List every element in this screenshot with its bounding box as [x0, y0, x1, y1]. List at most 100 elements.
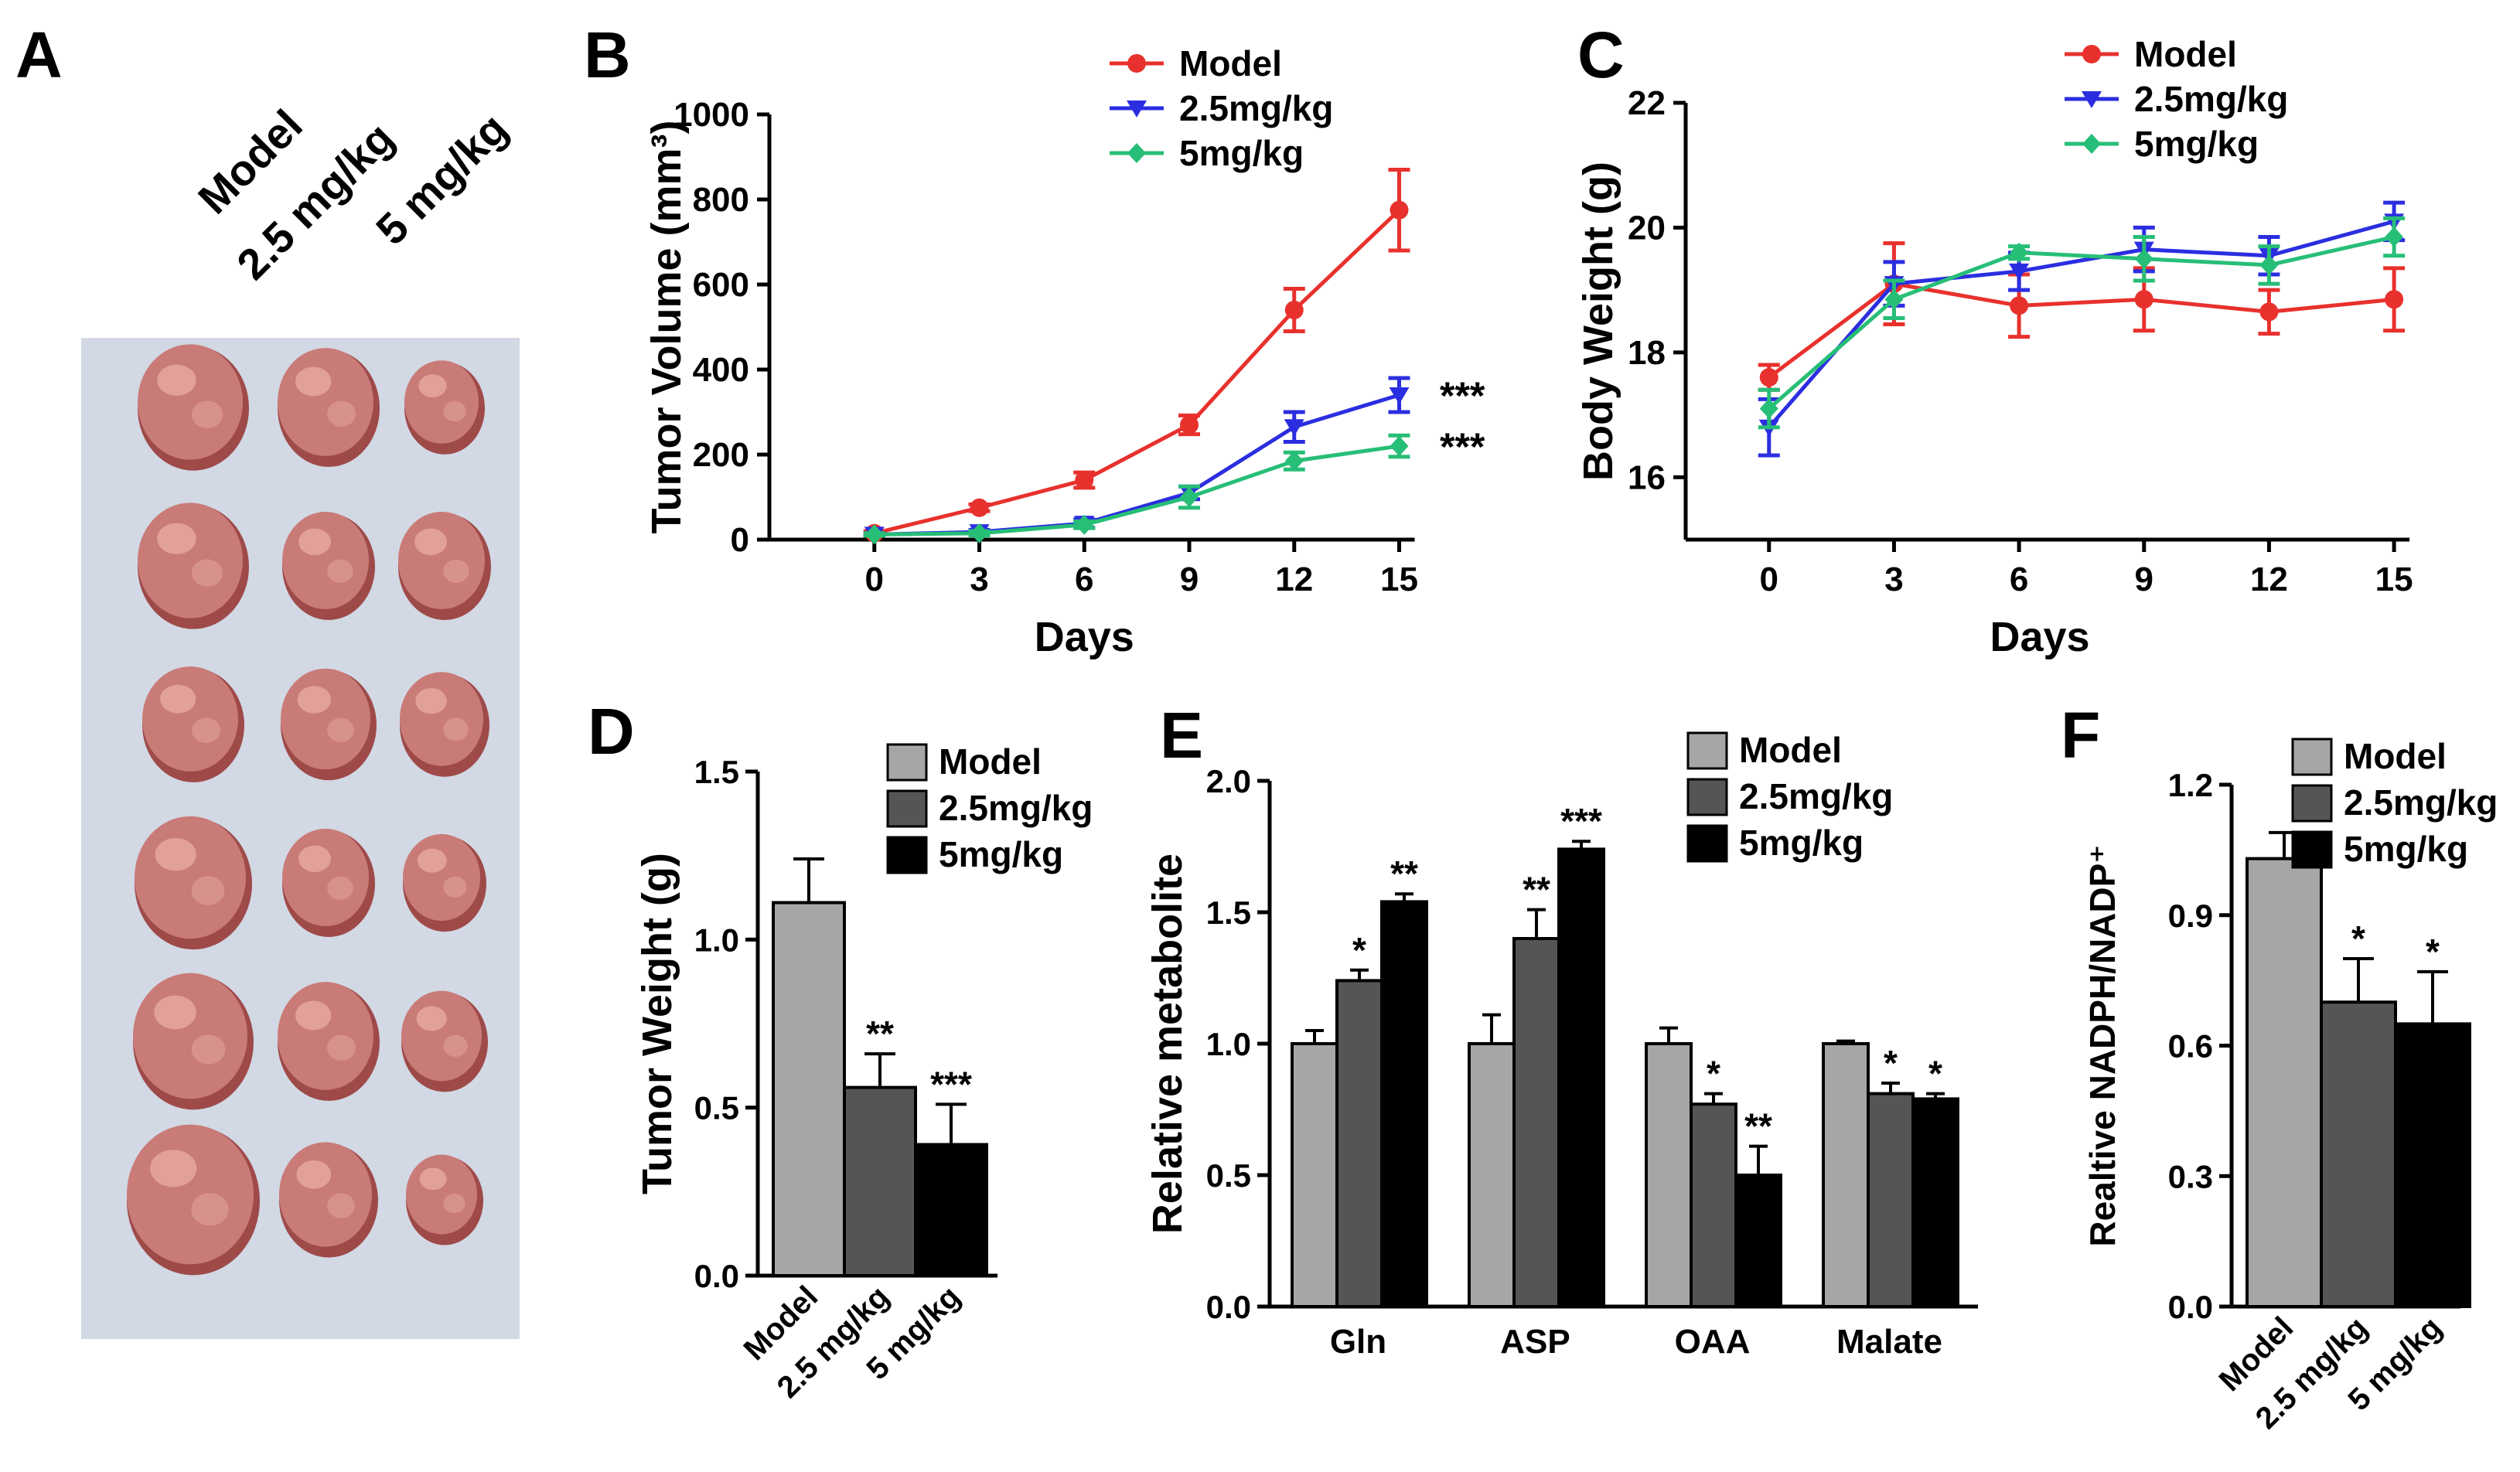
- tumor-highlight: [295, 1000, 332, 1031]
- data-point: [1075, 471, 1094, 489]
- tumor: [127, 1124, 254, 1265]
- data-point: [2134, 248, 2153, 269]
- panel-b-letter: B: [584, 19, 631, 91]
- significance-label: ***: [1560, 801, 1602, 841]
- legend-swatch: [2291, 830, 2333, 869]
- data-point: [2010, 296, 2029, 315]
- x-tick-label: Gln: [1330, 1323, 1386, 1361]
- panel-c-letter: C: [1577, 19, 1625, 91]
- tumor: [403, 833, 480, 922]
- legend-label: Model: [2134, 34, 2237, 74]
- significance-label: *: [1707, 1054, 1720, 1094]
- data-point: [2010, 242, 2029, 263]
- significance-label: ***: [930, 1064, 972, 1104]
- significance-label: ***: [1440, 374, 1485, 417]
- tumor: [281, 668, 370, 770]
- tumor-highlight: [157, 364, 196, 396]
- data-point: [2385, 227, 2404, 247]
- legend-marker: [1127, 54, 1146, 73]
- bar: [1380, 900, 1428, 1308]
- tumor: [282, 512, 369, 609]
- significance-label: *: [1884, 1043, 1898, 1083]
- y-tick-label: 0.6: [2168, 1028, 2213, 1065]
- legend-label: 5mg/kg: [939, 834, 1063, 874]
- series-line: [874, 208, 1401, 536]
- tumor-highlight: [419, 1167, 447, 1191]
- tumor-highlight: [191, 1034, 226, 1065]
- panel-f-letter: F: [2061, 699, 2100, 772]
- tumor-highlight: [416, 1006, 447, 1031]
- tumor-highlight: [415, 687, 447, 714]
- legend-label: Model: [1179, 43, 1282, 83]
- data-point: [864, 524, 884, 545]
- tumor-highlight: [443, 400, 466, 422]
- tumor: [279, 1142, 372, 1247]
- tumor: [398, 512, 485, 609]
- data-point: [1284, 451, 1304, 472]
- tumor: [404, 360, 479, 444]
- tumor-highlight: [327, 1034, 356, 1061]
- tumor-highlight: [327, 1193, 355, 1218]
- bar: [1468, 1042, 1516, 1308]
- y-tick-label: 1000: [673, 96, 749, 134]
- y-tick-label: 18: [1628, 334, 1666, 372]
- y-tick-label: 0.0: [2168, 1289, 2213, 1325]
- y-tick-label: 22: [1628, 84, 1666, 122]
- x-tick-label: 3: [970, 561, 988, 598]
- tumor-highlight: [414, 528, 447, 556]
- data-point: [1759, 368, 1778, 387]
- tumor-highlight: [443, 717, 469, 741]
- series-line: [874, 444, 1400, 537]
- bar: [1734, 1174, 1782, 1308]
- y-tick-label: 1.5: [1206, 894, 1251, 931]
- data-point: [1759, 398, 1778, 419]
- legend-label: 5mg/kg: [2134, 124, 2259, 164]
- bar: [1867, 1092, 1915, 1308]
- bar: [1645, 1042, 1693, 1308]
- y-tick-label: 0.5: [1206, 1157, 1251, 1194]
- data-point: [2385, 290, 2404, 309]
- significance-label: **: [1523, 870, 1550, 910]
- legend-marker: [2082, 134, 2101, 154]
- x-tick-label: 0: [1760, 561, 1778, 598]
- bar: [914, 1143, 988, 1277]
- tumor: [142, 666, 238, 772]
- legend-label: 2.5mg/kg: [939, 788, 1093, 828]
- tumor-highlight: [192, 717, 220, 744]
- legend-swatch: [1686, 778, 1728, 816]
- data-point: [1284, 419, 1304, 437]
- significance-label: **: [1744, 1106, 1772, 1147]
- x-tick-label: 9: [2135, 561, 2153, 598]
- bar: [1690, 1102, 1737, 1308]
- y-axis-label: Relative metabolite: [1144, 854, 1191, 1234]
- significance-label: *: [1352, 930, 1366, 970]
- x-tick-label: 15: [2375, 561, 2413, 598]
- legend-marker: [2082, 91, 2102, 108]
- tumor-highlight: [191, 400, 223, 428]
- y-tick-label: 0.0: [694, 1258, 739, 1294]
- legend-swatch: [886, 789, 928, 828]
- y-tick-label: 0.3: [2168, 1158, 2213, 1194]
- tumor-highlight: [327, 876, 353, 900]
- tumor-highlight: [298, 528, 331, 556]
- data-point: [1390, 200, 1409, 220]
- data-point: [1884, 289, 1904, 310]
- y-tick-label: 0.0: [1206, 1289, 1251, 1325]
- data-point: [2259, 254, 2279, 275]
- bar: [843, 1085, 917, 1277]
- tumor-highlight: [155, 837, 196, 871]
- legend-label: 5mg/kg: [2344, 829, 2468, 869]
- x-tick-label: 3: [1884, 561, 1903, 598]
- legend-label: 2.5mg/kg: [2134, 79, 2288, 119]
- tumor: [400, 672, 483, 766]
- y-axis-label: Body Weight (g): [1575, 162, 1621, 481]
- y-axis-label: Realtive NADPH/NADP⁺: [2082, 844, 2123, 1246]
- series-line: [1767, 219, 2395, 429]
- x-tick-label: OAA: [1675, 1323, 1751, 1361]
- data-point: [1075, 514, 1094, 535]
- legend-swatch: [1686, 824, 1728, 863]
- x-tick-label: ASP: [1500, 1323, 1570, 1361]
- y-tick-label: 1.5: [694, 754, 739, 790]
- y-tick-label: 600: [693, 266, 749, 304]
